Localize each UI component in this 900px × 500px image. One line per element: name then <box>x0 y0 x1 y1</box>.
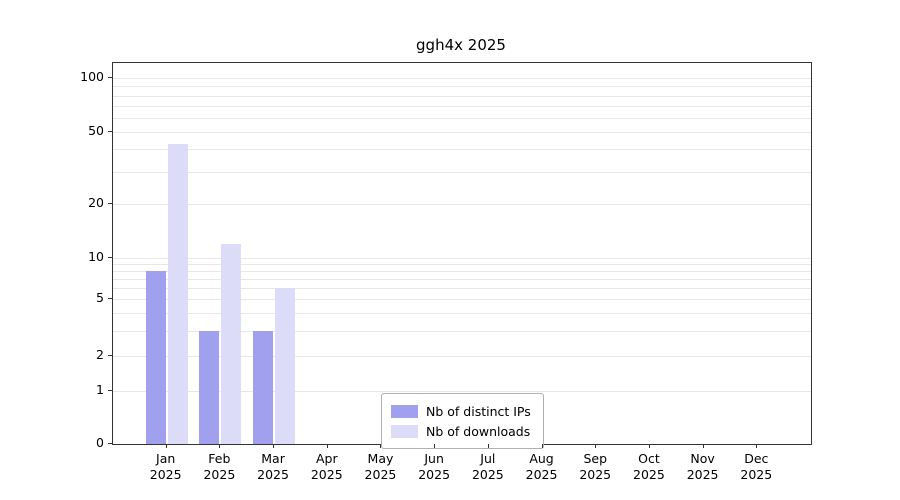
x-tick-month: Feb <box>208 451 231 466</box>
x-tick-year: 2025 <box>149 467 182 482</box>
bar-downloads-feb <box>221 243 242 444</box>
x-tick-month: Dec <box>744 451 769 466</box>
gridline <box>113 105 811 107</box>
x-tick-label-oct: Oct 2025 <box>619 451 679 483</box>
gridline <box>113 271 811 273</box>
x-tick-year: 2025 <box>257 467 289 482</box>
x-tick-mark <box>756 444 758 448</box>
legend-item: Nb of distinct IPs <box>391 401 531 421</box>
x-tick-label-feb: Feb 2025 <box>189 451 249 483</box>
y-tick-mark <box>108 257 112 259</box>
gridline <box>113 131 811 133</box>
x-tick-mark <box>165 444 167 448</box>
x-tick-mark <box>380 444 382 448</box>
gridline <box>113 298 811 300</box>
gridline <box>113 312 811 314</box>
bar-distinct-ips-feb <box>199 330 220 444</box>
bar-downloads-jan <box>167 143 188 444</box>
x-tick-label-apr: Apr 2025 <box>297 451 357 483</box>
x-tick-mark <box>326 444 328 448</box>
y-tick-label: 1 <box>96 382 104 398</box>
x-tick-label-mar: Mar 2025 <box>243 451 303 483</box>
x-tick-month: Aug <box>529 451 554 466</box>
bar-distinct-ips-mar <box>253 330 274 444</box>
gridline <box>113 355 811 357</box>
y-tick-label: 2 <box>96 346 104 362</box>
gridline <box>113 391 811 393</box>
gridline <box>113 264 811 266</box>
gridline <box>113 288 811 290</box>
x-tick-mark <box>595 444 597 448</box>
x-tick-year: 2025 <box>740 467 773 482</box>
x-tick-label-aug: Aug 2025 <box>512 451 572 483</box>
y-tick-label: 5 <box>96 289 104 305</box>
plot-area: Nb of distinct IPs Nb of downloads <box>112 62 812 449</box>
x-tick-month: Jun <box>424 451 444 466</box>
y-tick-mark <box>108 443 112 444</box>
legend: Nb of distinct IPs Nb of downloads <box>381 393 544 449</box>
x-tick-month: Mar <box>261 451 285 466</box>
gridline <box>113 330 811 332</box>
x-tick-mark <box>273 444 275 448</box>
x-tick-label-jul: Jul 2025 <box>458 451 518 483</box>
x-tick-year: 2025 <box>633 467 665 482</box>
gridline <box>113 203 811 205</box>
legend-label: Nb of downloads <box>426 423 531 439</box>
x-tick-label-jun: Jun 2025 <box>404 451 464 483</box>
gridline <box>113 279 811 281</box>
legend-swatch-downloads <box>391 424 418 438</box>
legend-swatch-distinct-ips <box>391 404 418 418</box>
gridline <box>113 86 811 88</box>
y-tick-mark <box>108 77 112 79</box>
y-tick-label: 100 <box>80 69 104 85</box>
x-tick-year: 2025 <box>418 467 451 482</box>
gridline <box>113 117 811 119</box>
x-tick-year: 2025 <box>203 467 236 482</box>
x-tick-year: 2025 <box>471 467 504 482</box>
x-tick-mark <box>219 444 221 448</box>
y-tick-mark <box>108 130 112 132</box>
legend-label: Nb of distinct IPs <box>426 403 531 419</box>
y-tick-label: 10 <box>88 249 104 265</box>
x-tick-year: 2025 <box>364 467 397 482</box>
x-tick-mark <box>434 444 436 448</box>
legend-item: Nb of downloads <box>391 421 531 441</box>
x-tick-year: 2025 <box>579 467 612 482</box>
x-tick-month: May <box>367 451 394 466</box>
x-tick-mark <box>541 444 543 448</box>
x-tick-mark <box>487 444 489 448</box>
y-tick-label: 50 <box>88 122 104 138</box>
x-tick-month: Jul <box>480 451 496 466</box>
x-tick-label-jan: Jan 2025 <box>136 451 196 483</box>
x-tick-month: Oct <box>638 451 660 466</box>
gridline <box>113 172 811 174</box>
x-tick-month: Apr <box>315 451 338 466</box>
y-tick-mark <box>108 202 112 204</box>
x-tick-month: Sep <box>583 451 607 466</box>
x-tick-month: Nov <box>690 451 715 466</box>
y-tick-label: 20 <box>88 194 104 210</box>
x-tick-label-nov: Nov 2025 <box>673 451 733 483</box>
y-tick-mark <box>108 354 112 356</box>
x-tick-year: 2025 <box>525 467 558 482</box>
gridline <box>113 95 811 97</box>
y-tick-label: 0 <box>96 435 104 450</box>
chart-title: ggh4x 2025 <box>416 36 506 54</box>
x-tick-mark <box>648 444 650 448</box>
x-tick-label-may: May 2025 <box>350 451 410 483</box>
x-tick-year: 2025 <box>310 467 343 482</box>
bar-distinct-ips-jan <box>145 271 166 444</box>
gridline <box>113 78 811 80</box>
y-tick-mark <box>108 297 112 299</box>
x-tick-month: Jan <box>156 451 176 466</box>
x-tick-label-dec: Dec 2025 <box>726 451 786 483</box>
bar-downloads-mar <box>275 288 296 444</box>
gridline <box>113 149 811 151</box>
x-tick-year: 2025 <box>686 467 719 482</box>
x-tick-label-sep: Sep 2025 <box>565 451 625 483</box>
gridline <box>113 258 811 260</box>
y-tick-mark <box>108 390 112 392</box>
x-tick-mark <box>702 444 704 448</box>
